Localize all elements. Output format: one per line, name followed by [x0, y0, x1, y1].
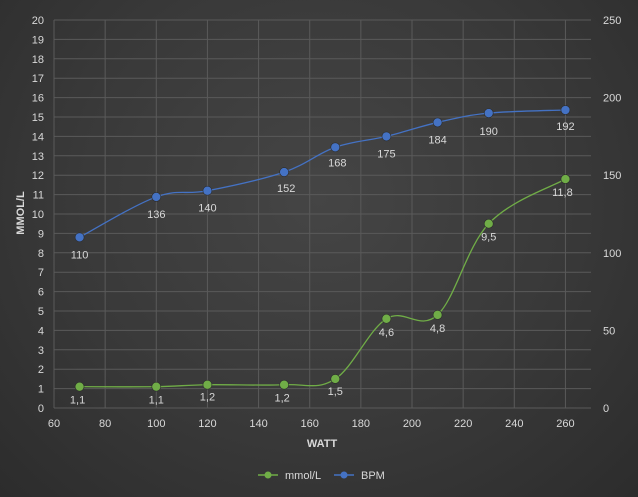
- data-label: 1,1: [149, 395, 164, 407]
- data-point: [483, 108, 494, 118]
- data-label: 192: [556, 121, 574, 133]
- data-point: [560, 105, 571, 115]
- data-label: 175: [377, 148, 395, 160]
- data-label: 11,8: [552, 187, 573, 199]
- y-tick-label: 4: [38, 325, 44, 337]
- x-axis-title: WATT: [307, 438, 338, 450]
- y-tick-label: 16: [32, 93, 44, 105]
- data-point: [202, 185, 213, 196]
- legend-item-mmol: mmol/L: [258, 470, 321, 482]
- y-tick-label: 9: [38, 228, 44, 240]
- y-tick-label: 12: [32, 170, 44, 182]
- legend-item-bpm: BPM: [334, 470, 385, 482]
- y-tick-label: 7: [38, 267, 44, 279]
- x-tick-label: 220: [454, 418, 472, 430]
- y-tick-label: 14: [32, 131, 44, 143]
- y-axis-right: 0 50 100 150 200 250: [603, 15, 621, 415]
- data-label: 1,1: [70, 395, 85, 407]
- y-tick-label: 1: [38, 384, 44, 396]
- legend: mmol/L BPM: [258, 470, 385, 482]
- y-tick-label: 8: [38, 248, 44, 260]
- x-tick-label: 140: [249, 418, 267, 430]
- legend-label: BPM: [361, 470, 385, 482]
- y-tick-label: 15: [32, 112, 44, 124]
- series-line: [79, 178, 566, 388]
- y-tick-label: 6: [38, 287, 44, 299]
- data-point: [432, 117, 443, 128]
- x-tick-label: 240: [505, 418, 523, 430]
- y2-tick-label: 200: [603, 93, 621, 105]
- data-point: [74, 232, 85, 243]
- x-tick-label: 100: [147, 418, 165, 430]
- y-tick-label: 10: [32, 209, 44, 221]
- x-tick-label: 260: [556, 418, 574, 430]
- series-layer: 1,1 1,1 1,2 1,2 1,5 4,6 4,8 9,5 11,8 110 136 140 152…: [70, 105, 575, 407]
- data-point: [432, 310, 443, 320]
- gridlines: [53, 19, 591, 409]
- legend-marker: [264, 471, 272, 479]
- data-point: [381, 131, 392, 142]
- y-tick-label: 13: [32, 151, 44, 163]
- data-label: 140: [198, 203, 216, 215]
- data-point: [560, 174, 571, 184]
- data-point: [202, 379, 213, 390]
- y2-tick-label: 100: [603, 248, 621, 260]
- data-label: 1,2: [274, 393, 289, 405]
- data-label: 4,6: [379, 327, 394, 339]
- y-tick-label: 18: [32, 54, 44, 66]
- y-tick-label: 2: [38, 364, 44, 376]
- legend-marker: [340, 471, 348, 479]
- data-label: 190: [480, 126, 498, 138]
- data-point: [151, 192, 162, 202]
- data-label: 136: [147, 209, 165, 221]
- x-tick-label: 120: [198, 418, 216, 430]
- y-tick-label: 19: [32, 34, 44, 46]
- series-mmol: 1,1 1,1 1,2 1,2 1,5 4,6 4,8 9,5 11,8: [70, 174, 573, 407]
- y-tick-label: 3: [38, 345, 44, 357]
- y2-tick-label: 250: [603, 15, 621, 27]
- series-bpm: 110 136 140 152 168 175 184 190 192: [71, 105, 575, 261]
- data-label: 1,2: [200, 392, 215, 404]
- legend-label: mmol/L: [285, 470, 321, 482]
- y2-tick-label: 50: [603, 325, 615, 337]
- y-tick-label: 5: [38, 306, 44, 318]
- x-axis: 60 80 100 120 140 160 180 200 220 240 260: [48, 418, 575, 430]
- data-label: 184: [428, 134, 446, 146]
- x-tick-label: 80: [99, 418, 111, 430]
- data-label: 9,5: [481, 232, 496, 244]
- data-point: [279, 379, 289, 390]
- data-point: [330, 142, 341, 153]
- data-label: 4,8: [430, 323, 445, 335]
- data-point: [483, 218, 494, 229]
- y2-tick-label: 150: [603, 170, 621, 182]
- data-label: 1,5: [328, 386, 343, 398]
- data-point: [151, 381, 162, 392]
- data-label: 152: [277, 183, 295, 195]
- y-tick-label: 0: [38, 403, 44, 415]
- data-point: [74, 381, 85, 392]
- x-tick-label: 160: [301, 418, 319, 430]
- x-tick-label: 60: [48, 418, 60, 430]
- data-point: [381, 313, 392, 324]
- y-tick-label: 17: [32, 73, 44, 85]
- y-axis-title: MMOL/L: [15, 191, 27, 235]
- y-tick-label: 11: [33, 190, 44, 202]
- data-label: 168: [328, 157, 346, 169]
- data-label: 110: [71, 249, 89, 261]
- x-tick-label: 180: [352, 418, 370, 430]
- data-point: [279, 167, 289, 177]
- y-tick-label: 20: [32, 15, 44, 27]
- data-point: [330, 374, 341, 384]
- x-tick-label: 200: [403, 418, 421, 430]
- y2-tick-label: 0: [603, 403, 609, 415]
